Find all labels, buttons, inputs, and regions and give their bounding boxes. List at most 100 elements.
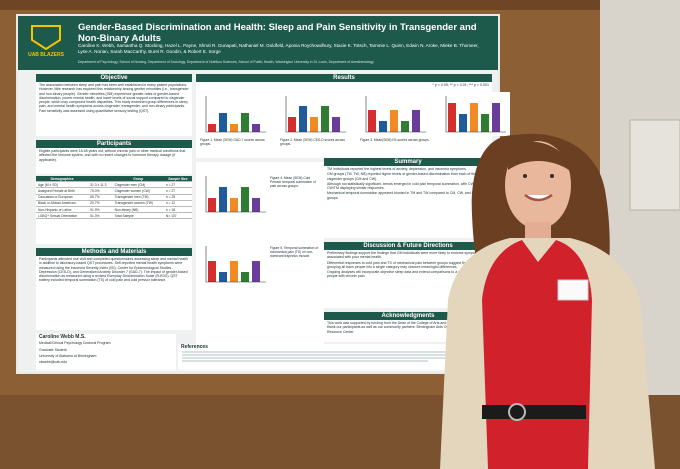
table-cell: Transgender men (TM) [112,194,164,201]
table-cell: 75.0% [88,187,113,195]
table-cell: Total Sample [112,212,164,220]
figure-bar [299,106,307,132]
bullet: Although not statistically significant, … [327,182,489,191]
figure-bar [241,187,249,212]
figure-bar [208,124,216,132]
logo-text: UAB BLAZERS [28,52,64,58]
caption-box: Figure 5. Temporal summation of mechanic… [270,246,319,258]
person [440,133,655,469]
caption-box: Figure 4. Mean (SEM) Cold Pressor tempor… [270,176,316,188]
table-row: Age (M ± SD) 31.3 ± 11.3 Cisgender men (CM… [36,181,192,189]
significance-legend: * p < 0.05; ** p < 0.01; *** p < 0.001 [432,83,489,87]
figure-bar [219,272,227,282]
table-cell: 66.7% [88,194,113,201]
table-cell: Black or African American [36,200,89,207]
table-cell: 20.7% [88,200,113,207]
table-cell: Caucasian or European [36,194,89,201]
figure-bar [470,103,478,132]
figure-caption: Figure 2. Mean (SEM) CES-D scores across… [280,138,345,146]
figure-caption: Figure 1. Mean (SEM) GAD-7 scores across… [200,138,265,146]
section-heading: Discussion & Future Directions [324,242,492,250]
figure-bar [230,198,238,212]
figure-bar [401,121,409,132]
figure-bar [252,198,260,212]
figure-axis [205,96,266,133]
figure-bar [310,117,318,132]
figure-bar [412,110,420,132]
poster-title: Gender-Based Discrimination and Health: … [78,22,477,44]
eye [523,174,527,178]
table-cell: n = 25 [163,194,192,201]
shirt [482,240,592,469]
figure-bar [459,114,467,132]
presenter-info: Caroline Webb M.S. Medical/Clinical Psyc… [36,334,176,370]
figure-bar [492,103,500,132]
table-header: Demographics [36,176,89,183]
table-cell: N= 107 [163,212,192,220]
discussion-list: Preliminary findings support the finding… [324,250,492,281]
figure-axis [365,96,426,133]
table-row: Assigned Female at Birth 75.0% Cisgender w… [36,187,192,195]
table-cell: n = 27 [163,181,192,189]
figure-bar [321,106,329,132]
presenter-role: Graduate Student [39,347,67,352]
reference-lines [182,351,468,362]
table-row: Black or African American 20.7% Transgende… [36,200,192,207]
authors: Caroline K. Webb, Samantha Q. Stocking, … [78,43,479,54]
presenter-email: ckwebb@uab.edu [39,360,68,365]
belt [482,405,586,419]
figure-graphics: Figure 1. Mean (SEM) GAD-7 scores across… [200,92,510,286]
bullet: Ongoing analyses will incorporate object… [327,270,489,279]
table-cell: n = 18 [163,206,192,214]
section-text: This work was supported by funding from … [327,321,481,334]
table-cell: Transgender women (TW) [112,200,164,207]
section-heading: Objective [36,74,192,82]
figure-axis [285,96,346,133]
objective-section: Objective The association between sleep … [36,74,192,136]
section-text: Eligible participants were 18-65 years o… [39,149,186,162]
figure-bar [368,110,376,132]
table: Demographics Group Sample Size Age (M ± SD… [36,176,192,220]
figure-bar [288,117,296,132]
bullet: Differential responses to cold pain and … [327,261,489,270]
table-cell: Age (M ± SD) [36,181,89,189]
figure-caption: Figure 5. Temporal summation of mechanic… [270,246,319,258]
section-heading: Methods and Materials [36,248,192,256]
figure-bar [332,117,340,132]
logo-mark [31,25,61,51]
background-poster [629,119,680,211]
presenter-program: Medical/Clinical Psychology Doctoral Pro… [39,341,111,346]
section-heading: Summary [324,158,492,166]
figure-bar [219,187,227,212]
methods-section: Methods and Materials Participants atten… [36,248,192,330]
figure-bar [390,110,398,132]
name-tag [557,279,589,301]
references-section: References [178,344,492,370]
table-cell: Assigned Female at Birth [36,187,89,195]
figure-caption: Figure 3. Mean(SEM) ISI scores across gr… [360,138,430,142]
smile [524,193,553,202]
figure-bar [252,261,260,282]
caption-box: Figure 3. Mean(SEM) ISI scores across gr… [360,138,430,142]
table-cell: 51.3% [88,212,113,220]
table-row: LGBQ+ Sexual Orientation 51.3% Total Sampl… [36,212,192,220]
bullet: Preliminary findings support the finding… [327,251,489,260]
figure-caption: Figure 4. Mean (SEM) Cold Pressor tempor… [270,176,316,188]
figure-bar [241,272,249,282]
figure-bar [230,124,238,132]
figure-bar [379,121,387,132]
presenter-university: University of Alabama at Birmingham [39,353,97,358]
figure-bar [252,124,260,132]
eye [550,174,554,178]
table-row: Non-Hispanic or Latinx 91.9% Non-binary (N… [36,206,192,214]
figure-axis [205,246,266,283]
poster-header: UAB BLAZERS Gender-Based Discrimination … [18,16,498,70]
section-heading: References [181,344,208,350]
affiliations: Department of Psychology, School of Nurs… [78,60,374,64]
bullet: TM individuals reported the highest leve… [327,167,489,171]
summary-list: TM individuals reported the highest leve… [324,166,492,202]
table-header: Group [112,176,164,183]
figure-axis [205,176,266,213]
